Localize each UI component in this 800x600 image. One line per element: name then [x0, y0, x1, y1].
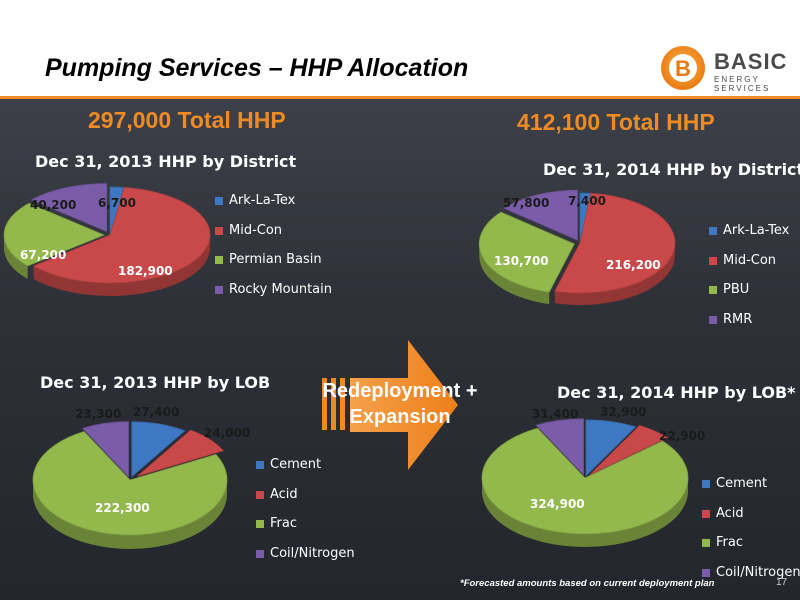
logo-mark-letter: B	[675, 56, 691, 81]
chart-title-2013-district: Dec 31, 2013 HHP by District	[35, 152, 297, 171]
data-label: 23,300	[75, 407, 122, 421]
pie-slice-side	[33, 480, 227, 549]
basic-energy-logo-icon: B	[661, 46, 705, 90]
legend-label: Mid-Con	[229, 222, 283, 238]
slide-header: Pumping Services – HHP Allocation B BASI…	[0, 0, 800, 97]
pie-chart-2014-lob	[481, 418, 689, 547]
legend-swatch	[256, 549, 264, 558]
legend-label: Ark-La-Tex	[723, 223, 790, 238]
data-label: 7,400	[568, 194, 606, 208]
chart-title-2014-lob: Dec 31, 2014 HHP by LOB*	[557, 383, 796, 402]
legend-label: Coil/Nitrogen	[716, 564, 800, 580]
pie-slice	[478, 211, 575, 293]
pie-slice	[3, 202, 106, 267]
pie-slice	[554, 192, 676, 294]
logo-wordmark: BASIC	[714, 49, 788, 74]
pie-slice-side	[4, 234, 28, 279]
arrow-label-line1: Redeployment +	[322, 380, 478, 402]
pie-slice	[535, 418, 584, 476]
data-label: 67,200	[20, 248, 67, 262]
legend-swatch	[709, 227, 717, 235]
data-label: 324,900	[530, 497, 585, 511]
pie-slice-side	[482, 478, 688, 547]
pie-chart-2013-district	[3, 183, 211, 296]
redeployment-label: Redeployment + Expansion	[315, 378, 485, 430]
chart-title-2013-lob: Dec 31, 2013 HHP by LOB	[40, 373, 271, 392]
legend-swatch	[256, 461, 264, 469]
legend-swatch	[709, 256, 717, 265]
chart-title-2014-district: Dec 31, 2014 HHP by District*	[543, 160, 800, 179]
pie-slice	[503, 189, 578, 241]
legend-label: Frac	[716, 535, 743, 550]
redeployment-arrow-icon	[322, 340, 458, 470]
pie-slice	[30, 183, 108, 233]
header-divider	[0, 96, 800, 99]
pie-slice	[137, 429, 225, 477]
legend-label: Acid	[270, 486, 298, 502]
legend-swatch	[702, 539, 710, 547]
company-logo: B BASIC ENERGY SERVICES	[655, 44, 795, 93]
data-label: 24,000	[204, 426, 251, 440]
data-label: 222,300	[95, 501, 150, 515]
total-hhp-2013: 297,000 Total HHP	[88, 107, 286, 133]
legend-label: Acid	[716, 505, 744, 521]
legend-swatch	[256, 490, 264, 499]
data-label: 27,400	[133, 405, 180, 419]
legend-label: Frac	[270, 516, 297, 531]
data-label: 31,400	[532, 407, 579, 421]
pie-slice	[481, 427, 689, 535]
pie-chart-2014-district	[478, 189, 676, 305]
legend-swatch	[215, 197, 223, 205]
data-label: 216,200	[606, 258, 661, 272]
pie-slice-side	[479, 243, 550, 305]
legend-swatch	[256, 520, 264, 528]
pie-slice	[81, 421, 129, 478]
pie-slice	[585, 419, 637, 477]
legend-swatch	[215, 226, 223, 235]
legend-label: Coil/Nitrogen	[270, 545, 355, 561]
legend-label: Mid-Con	[723, 252, 777, 268]
total-hhp-2014: 412,100 Total HHP	[517, 109, 715, 135]
pie-slice	[589, 425, 669, 475]
data-label: 22,900	[659, 429, 706, 443]
pie-slice	[131, 421, 186, 478]
legend-swatch	[702, 568, 710, 577]
data-label: 32,900	[600, 405, 647, 419]
legend-label: Cement	[716, 476, 768, 491]
data-label: 6,700	[98, 196, 136, 210]
pie-slice	[32, 431, 228, 536]
data-label: 40,200	[30, 198, 77, 212]
legend-label: RMR	[723, 311, 753, 327]
data-label: 57,800	[503, 196, 550, 210]
slide-title: Pumping Services – HHP Allocation	[45, 54, 469, 82]
legend-swatch	[215, 256, 223, 264]
legend-swatch	[702, 509, 710, 518]
legend-label: Rocky Mountain	[229, 281, 333, 297]
arrow-label-line2: Expansion	[349, 406, 451, 428]
legend-swatch	[709, 315, 717, 324]
legend-label: Permian Basin	[229, 252, 322, 267]
pie-slice-side	[554, 243, 675, 305]
legend-label: Cement	[270, 457, 322, 472]
legend-swatch	[702, 480, 710, 488]
page-number: 17	[776, 577, 788, 588]
data-label: 182,900	[118, 264, 173, 278]
logo-tagline: ENERGY SERVICES	[714, 75, 771, 93]
pie-chart-2013-lob	[32, 421, 228, 549]
data-label: 130,700	[494, 254, 549, 268]
legend-swatch	[709, 286, 717, 294]
legend-swatch	[215, 285, 223, 294]
footnote: *Forecasted amounts based on current dep…	[460, 578, 715, 589]
legend-label: PBU	[723, 282, 750, 297]
pie-slice	[32, 187, 211, 284]
legend-label: Ark-La-Tex	[229, 193, 296, 208]
